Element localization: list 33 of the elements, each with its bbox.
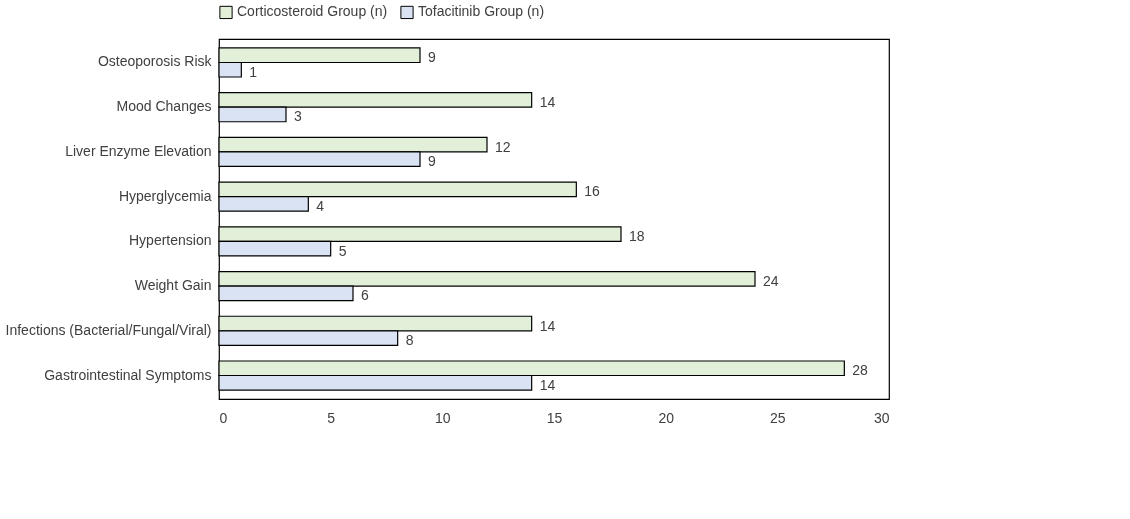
y-tick-label: Weight Gain (134, 277, 212, 294)
y-tick-label: Gastrointestinal Symptoms (44, 366, 212, 383)
x-tick-label: 15 (546, 409, 563, 426)
x-tick-label: 20 (658, 409, 675, 426)
y-tick-label: Hyperglycemia (118, 187, 212, 204)
x-tick-label: 0 (219, 409, 228, 426)
data-label: 9 (428, 153, 436, 170)
y-tick-label: Infections (Bacterial/Fungal/Viral) (5, 321, 212, 338)
x-tick-label: 10 (435, 409, 451, 426)
data-label: 4 (316, 197, 325, 214)
data-label: 9 (428, 49, 436, 66)
data-label: 24 (763, 272, 779, 289)
data-label: 6 (361, 287, 369, 304)
x-tick-label: 25 (770, 409, 786, 426)
data-label: 16 (584, 183, 601, 200)
data-label: 18 (629, 228, 645, 245)
data-label: 14 (539, 93, 556, 110)
y-tick-label: Osteoporosis Risk (97, 53, 213, 70)
y-tick-label: Liver Enzyme Elevation (65, 142, 212, 159)
y-tick-label: Hypertension (129, 232, 212, 249)
data-label: 3 (294, 108, 302, 125)
legend-label: Tofacitinib Group (n) (418, 3, 545, 20)
x-tick-label: 5 (327, 409, 336, 426)
legend-label: Corticosteroid Group (n) (237, 3, 388, 20)
data-label: 28 (852, 362, 869, 379)
y-tick-label: Mood Changes (116, 98, 212, 115)
x-tick-label: 30 (873, 409, 890, 426)
data-label: 12 (495, 138, 511, 155)
data-label: 14 (539, 317, 556, 334)
data-label: 14 (539, 376, 556, 393)
data-label: 1 (249, 63, 258, 80)
data-label: 8 (405, 332, 414, 349)
data-label: 5 (338, 242, 347, 259)
